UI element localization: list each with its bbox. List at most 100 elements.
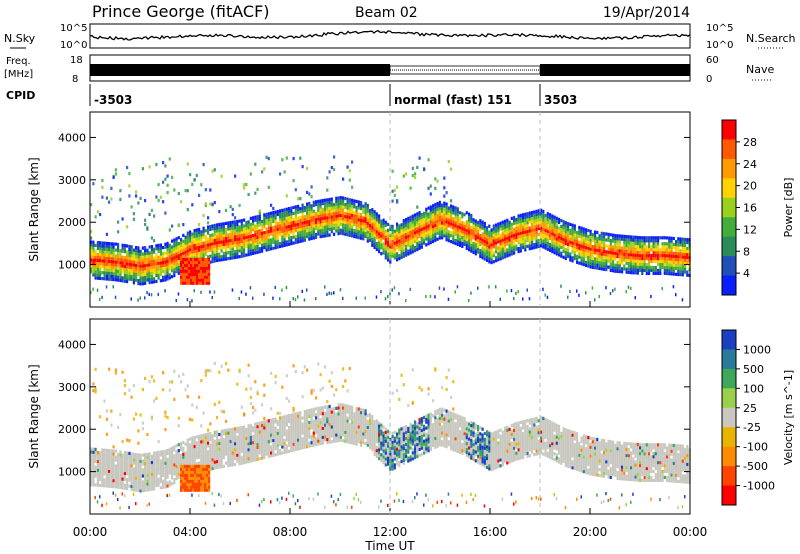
echo-cell-953 (243, 239, 246, 243)
echo-cell-2674 (540, 220, 543, 224)
echo-cell-175 (117, 470, 120, 474)
echo-cell-809 (220, 462, 223, 466)
echo-cell-947 (243, 446, 246, 450)
echo-cell-615 (186, 189, 189, 193)
echo-cell-895 (234, 442, 237, 446)
echo-cell-1486 (333, 220, 336, 225)
echo-cell-3226 (639, 242, 642, 246)
echo-cell-825 (220, 228, 223, 232)
echo-cell-2524 (513, 227, 516, 231)
echo-cell-2927 (585, 228, 588, 232)
echo-cell-1458 (328, 221, 331, 225)
echo-cell-2738 (551, 232, 554, 236)
echo-cell-1242 (290, 431, 293, 435)
echo-cell-1485 (333, 223, 336, 227)
echo-cell-445 (159, 474, 162, 478)
echo-cell-2234 (459, 220, 462, 224)
echo-cell-3624 (208, 263, 211, 267)
echo-cell-2245 (461, 221, 464, 225)
echo-cell-2946 (589, 250, 592, 254)
echo-cell-682 (198, 248, 201, 252)
echo-cell-1948 (411, 217, 414, 221)
echo-cell-2540 (517, 250, 520, 254)
echo-cell-2598 (526, 224, 529, 228)
echo-cell-2330 (479, 254, 482, 258)
echo-cell-1917 (407, 228, 410, 232)
echo-cell-1284 (297, 438, 300, 442)
echo-cell-289 (135, 479, 138, 483)
echo-cell-1752 (380, 252, 383, 256)
echo-cell-154 (112, 445, 115, 449)
echo-cell-1595 (351, 216, 354, 220)
echo-cell-1614 (353, 199, 356, 203)
echo-cell-2247 (461, 212, 464, 216)
echo-cell-2114 (438, 209, 441, 213)
echo-cell-19 (92, 261, 95, 265)
echo-cell-1164 (279, 224, 282, 228)
echo-cell-953 (243, 428, 246, 432)
echo-cell-418 (155, 480, 158, 485)
echo-cell-889 (234, 462, 237, 467)
echo-cell-287 (135, 263, 138, 267)
echo-cell-2969 (594, 257, 597, 261)
echo-cell-1291 (299, 210, 302, 214)
echo-cell-17 (92, 471, 95, 475)
nave-top-tick: 60 (706, 55, 719, 66)
echo-cell-1357 (310, 219, 313, 223)
echo-cell-326 (141, 276, 144, 280)
echo-cell-1709 (371, 217, 374, 221)
echo-cell-3581 (198, 257, 201, 261)
echo-cell-1649 (360, 207, 363, 211)
echo-cell-634 (191, 448, 194, 452)
echo-cell-2149 (445, 232, 448, 236)
echo-cell-376 (148, 257, 151, 261)
echo-cell-67 (99, 241, 102, 245)
echo-cell-46 (96, 261, 99, 265)
echo-cell-508 (168, 388, 171, 392)
echo-cell-1009 (252, 438, 255, 442)
echo-cell-891 (231, 207, 234, 211)
echo-cell-1142 (272, 418, 275, 422)
echo-cell-3186 (632, 244, 635, 248)
echo-cell-728 (204, 229, 207, 233)
echo-cell-1147 (274, 285, 276, 289)
echo-cell-3473 (686, 258, 689, 262)
echo-cell-3395 (672, 272, 675, 276)
echo-cell-851 (225, 227, 228, 231)
echo-cell-30 (94, 273, 97, 277)
echo-cell-2728 (549, 222, 552, 226)
echo-cell-3101 (616, 234, 619, 238)
echo-cell-392 (150, 472, 153, 476)
echo-cell-1373 (312, 212, 315, 216)
echo-cell-1057 (261, 243, 264, 247)
echo-cell-2359 (483, 239, 486, 243)
echo-cell-1121 (270, 433, 273, 437)
echo-cell-59 (99, 264, 102, 269)
echo-cell-1070 (261, 420, 264, 425)
echo-cell-347 (144, 252, 147, 256)
echo-cell-2352 (481, 220, 484, 224)
echo-cell-3378 (668, 245, 671, 249)
echo-cell-3440 (679, 249, 682, 253)
echo-cell-963 (245, 244, 248, 248)
echo-cell-826 (222, 452, 225, 457)
echo-cell-1879 (400, 226, 403, 230)
echo-cell-1741 (378, 244, 381, 248)
echo-cell-1216 (285, 423, 288, 427)
echo-cell-35 (94, 258, 97, 262)
echo-cell-2022 (425, 234, 428, 238)
echo-cell-131 (110, 268, 113, 273)
echo-cell-1587 (348, 169, 351, 173)
echo-cell-1801 (389, 260, 392, 264)
echo-cell-2007 (423, 238, 426, 242)
echo-cell-1 (90, 267, 93, 271)
echo-cell-892 (231, 213, 234, 217)
echo-cell-2502 (508, 220, 511, 224)
echo-cell-2803 (562, 229, 565, 233)
echo-cell-3 (90, 474, 93, 478)
echo-cell-884 (231, 439, 234, 443)
echo-cell-310 (139, 282, 142, 286)
echo-cell-269 (132, 278, 135, 282)
echo-cell-146 (112, 269, 115, 273)
echo-cell-2025 (425, 225, 428, 229)
